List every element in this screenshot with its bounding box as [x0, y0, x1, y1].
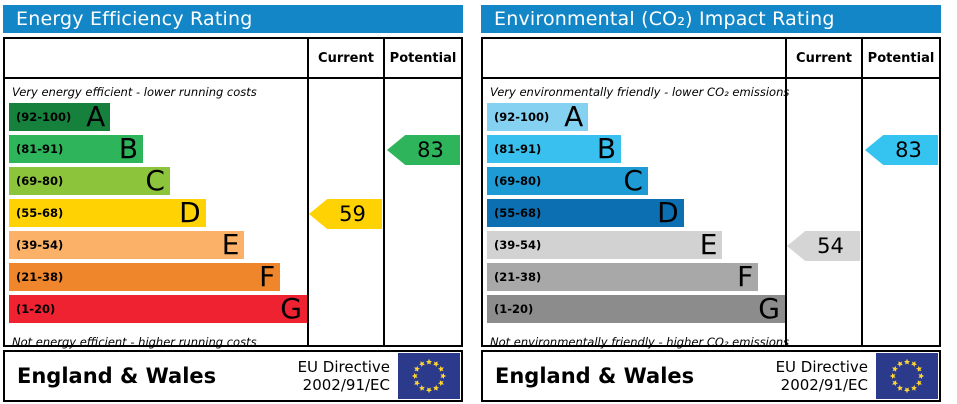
band-letter: G [758, 292, 780, 325]
band-range: (69-80) [16, 174, 64, 188]
band-letter: G [280, 292, 302, 325]
potential-rating-arrow: 83 [865, 135, 938, 165]
potential-column-header: Potential [867, 50, 935, 66]
band-bar-c: (69-80) C [487, 167, 648, 195]
eu-flag-icon [876, 353, 938, 399]
environmental-impact-panel: Environmental (CO₂) Impact Rating Curren… [481, 5, 941, 402]
band-range: (55-68) [494, 206, 542, 220]
band-range: (81-91) [494, 142, 542, 156]
band-bar-d: (55-68) D [487, 199, 684, 227]
band-bar-a: (92-100) A [487, 100, 589, 133]
eu-directive-label: EU Directive 2002/91/EC [776, 358, 868, 394]
current-column-header: Current [318, 50, 374, 66]
band-range: (39-54) [16, 238, 64, 252]
band-row-a: (92-100) A [487, 103, 785, 135]
band-letter: D [657, 196, 679, 229]
current-rating-arrow: 54 [787, 231, 860, 261]
band-bar-c: (69-80) C [9, 167, 170, 195]
environmental-chart-area: Current Potential Very environmentally f… [481, 37, 941, 349]
column-divider [383, 39, 385, 345]
environmental-bands: Very environmentally friendly - lower CO… [483, 79, 790, 353]
eu-directive-line1: EU Directive [775, 358, 868, 376]
energy-footer: England & Wales EU Directive 2002/91/EC [3, 350, 463, 402]
current-column-header: Current [796, 50, 852, 66]
bottom-label: Not environmentally friendly - higher CO… [490, 335, 790, 349]
header-divider [5, 77, 461, 79]
column-divider [861, 39, 863, 345]
band-row-c: (69-80) C [487, 167, 785, 199]
band-bar-d: (55-68) D [9, 199, 206, 227]
band-range: (69-80) [494, 174, 542, 188]
band-bar-e: (39-54) E [487, 228, 723, 261]
eu-directive-line2: 2002/91/EC [780, 376, 868, 394]
band-letter: C [623, 164, 643, 197]
eu-directive-line1: EU Directive [297, 358, 390, 376]
band-letter: A [564, 100, 584, 133]
potential-column-header: Potential [389, 50, 457, 66]
band-bar-f: (21-38) F [487, 260, 759, 293]
band-range: (92-100) [16, 110, 72, 124]
band-bar-g: (1-20) G [9, 295, 307, 323]
band-bar-b: (81-91) B [487, 132, 622, 165]
band-row-c: (69-80) C [9, 167, 307, 199]
band-letter: D [179, 196, 201, 229]
band-bar-a: (92-100) A [9, 100, 111, 133]
region-label: England & Wales [17, 364, 217, 388]
band-bar-e: (39-54) E [9, 228, 245, 261]
top-label: Very energy efficient - lower running co… [12, 85, 257, 99]
band-row-f: (21-38) F [9, 263, 307, 295]
band-range: (1-20) [494, 302, 534, 316]
band-row-f: (21-38) F [487, 263, 785, 295]
band-range: (39-54) [494, 238, 542, 252]
band-row-b: (81-91) B [9, 135, 307, 167]
current-rating-arrow: 59 [309, 199, 382, 229]
energy-efficiency-panel: Energy Efficiency Rating Current Potenti… [3, 5, 463, 402]
band-range: (55-68) [16, 206, 64, 220]
band-letter: B [596, 132, 617, 165]
band-row-b: (81-91) B [487, 135, 785, 167]
band-row-g: (1-20) G [9, 295, 307, 327]
band-range: (92-100) [494, 110, 550, 124]
band-row-e: (39-54) E [487, 231, 785, 263]
band-row-d: (55-68) D [9, 199, 307, 231]
band-letter: E [221, 228, 240, 261]
bottom-label: Not energy efficient - higher running co… [12, 335, 257, 349]
eu-flag-icon [398, 353, 460, 399]
eu-directive-line2: 2002/91/EC [302, 376, 390, 394]
environmental-title-bar: Environmental (CO₂) Impact Rating [481, 5, 941, 33]
environmental-footer: England & Wales EU Directive 2002/91/EC [481, 350, 941, 402]
top-label: Very environmentally friendly - lower CO… [490, 85, 790, 99]
band-range: (21-38) [16, 270, 64, 284]
band-bar-b: (81-91) B [9, 132, 144, 165]
energy-title-bar: Energy Efficiency Rating [3, 5, 463, 33]
band-bar-f: (21-38) F [9, 260, 281, 293]
band-range: (1-20) [16, 302, 56, 316]
band-row-e: (39-54) E [9, 231, 307, 263]
band-letter: C [145, 164, 165, 197]
band-range: (21-38) [494, 270, 542, 284]
band-letter: F [737, 260, 754, 293]
band-letter: A [86, 100, 106, 133]
band-letter: E [699, 228, 718, 261]
band-row-a: (92-100) A [9, 103, 307, 135]
band-row-g: (1-20) G [487, 295, 785, 327]
energy-bands: Very energy efficient - lower running co… [5, 79, 307, 353]
column-divider [307, 39, 309, 345]
column-divider [785, 39, 787, 345]
band-row-d: (55-68) D [487, 199, 785, 231]
eu-directive-label: EU Directive 2002/91/EC [298, 358, 390, 394]
energy-chart-area: Current Potential Very energy efficient … [3, 37, 463, 349]
region-label: England & Wales [495, 364, 695, 388]
band-range: (81-91) [16, 142, 64, 156]
band-letter: F [259, 260, 276, 293]
band-bar-g: (1-20) G [487, 295, 785, 323]
potential-rating-arrow: 83 [387, 135, 460, 165]
header-divider [483, 77, 939, 79]
band-letter: B [118, 132, 139, 165]
